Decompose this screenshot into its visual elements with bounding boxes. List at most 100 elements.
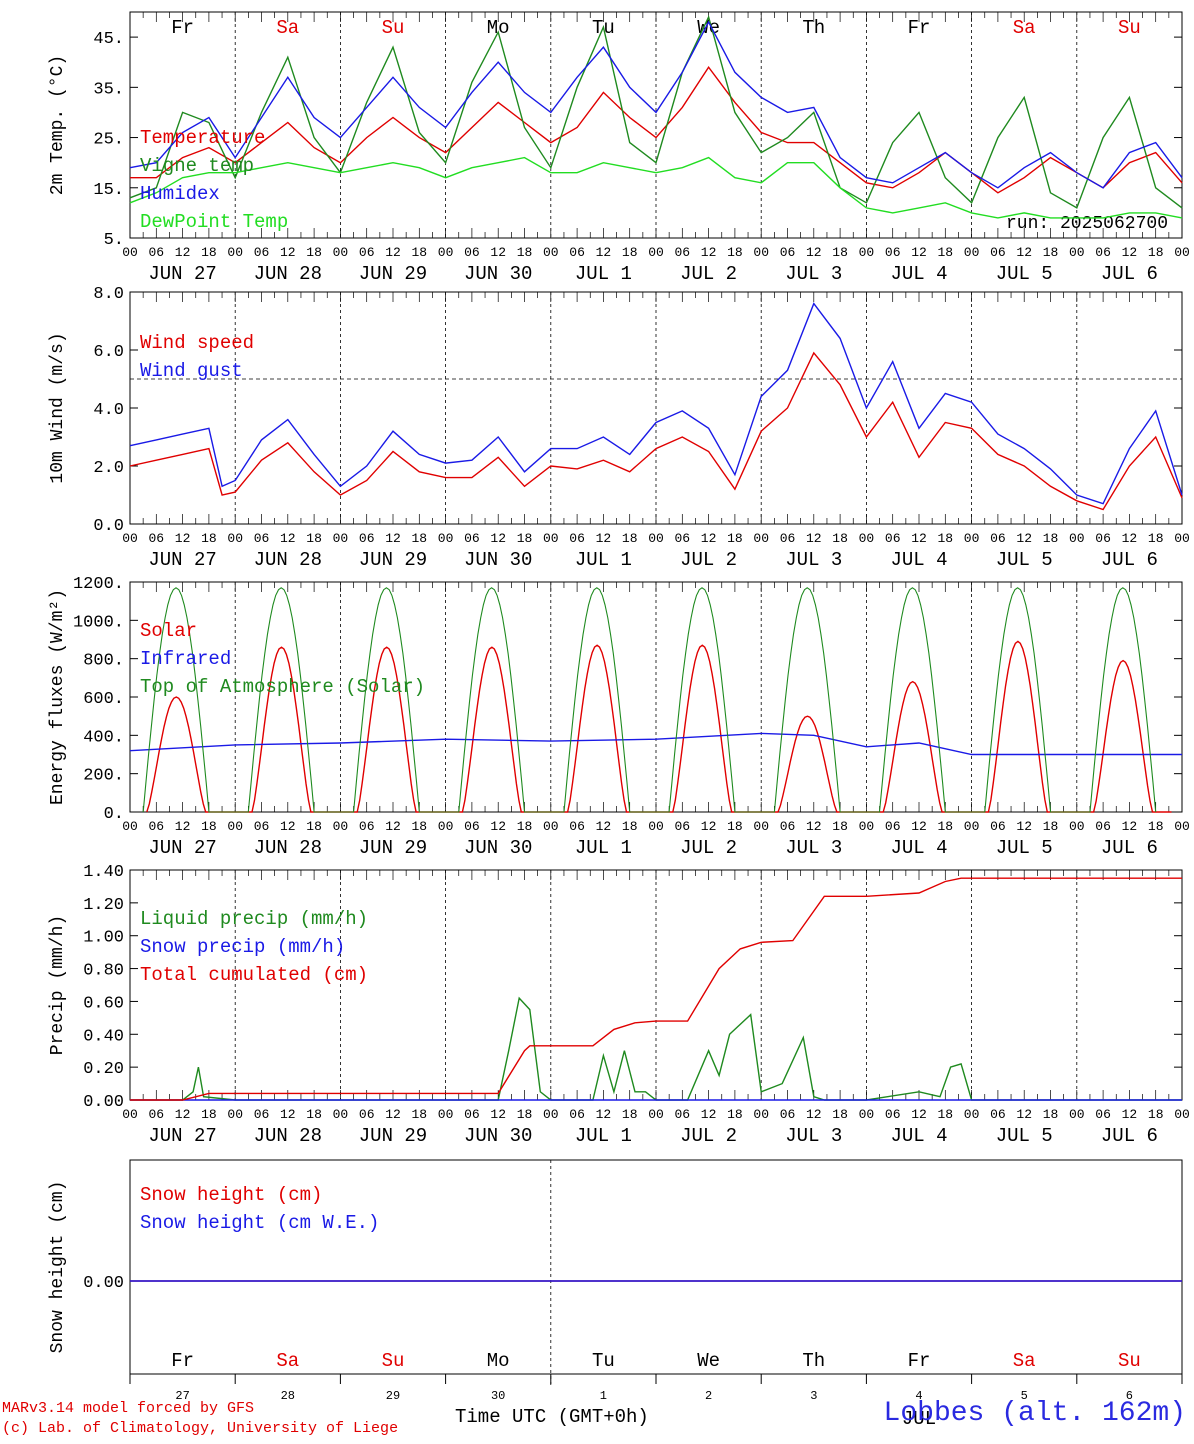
y-tick-label: 0.80 bbox=[83, 962, 124, 981]
hour-tick-label: 18 bbox=[937, 1107, 953, 1122]
hour-tick-label: 18 bbox=[306, 1107, 322, 1122]
hour-tick-label: 18 bbox=[1043, 245, 1059, 260]
date-label: JUL 1 bbox=[575, 263, 632, 285]
day-number-label: 2 bbox=[705, 1389, 712, 1403]
hour-tick-label: 00 bbox=[438, 531, 454, 546]
hour-tick-label: 06 bbox=[885, 531, 901, 546]
day-name-label: We bbox=[697, 17, 720, 39]
legend-entry: Snow precip (mm/h) bbox=[140, 936, 345, 958]
hour-tick-label: 06 bbox=[148, 819, 164, 834]
hour-tick-label: 12 bbox=[806, 531, 822, 546]
hour-tick-label: 12 bbox=[596, 245, 612, 260]
hour-tick-label: 12 bbox=[280, 819, 296, 834]
day-number-label: 28 bbox=[281, 1389, 295, 1403]
date-label: JUL 1 bbox=[575, 549, 632, 571]
hour-tick-label: 12 bbox=[701, 819, 717, 834]
y-tick-label: 1.20 bbox=[83, 896, 124, 915]
series-wind-gust bbox=[129, 302, 1183, 505]
hour-tick-label: 18 bbox=[937, 819, 953, 834]
date-label: JUN 30 bbox=[464, 263, 532, 285]
hour-tick-label: 12 bbox=[490, 819, 506, 834]
hour-tick-label: 18 bbox=[517, 819, 533, 834]
hour-tick-label: 06 bbox=[780, 819, 796, 834]
date-label: JUN 28 bbox=[254, 549, 322, 571]
date-label: JUL 4 bbox=[890, 1125, 947, 1147]
hour-tick-label: 06 bbox=[780, 1107, 796, 1122]
day-number-label: 30 bbox=[491, 1389, 505, 1403]
hour-tick-label: 18 bbox=[1043, 819, 1059, 834]
hour-tick-label: 18 bbox=[306, 245, 322, 260]
hour-tick-label: 18 bbox=[411, 245, 427, 260]
legend-entry: Top of Atmosphere (Solar) bbox=[140, 676, 425, 698]
hour-tick-label: 00 bbox=[964, 1107, 980, 1122]
hour-tick-label: 18 bbox=[832, 819, 848, 834]
legend-entry: Temperature bbox=[140, 127, 265, 149]
hour-tick-label: 00 bbox=[859, 245, 875, 260]
hour-tick-label: 12 bbox=[490, 1107, 506, 1122]
hour-tick-label: 12 bbox=[280, 1107, 296, 1122]
legend-entry: Humidex bbox=[140, 183, 220, 205]
day-name-label: Sa bbox=[1013, 17, 1036, 39]
series-liquid-precip-mm-h- bbox=[130, 996, 1182, 1101]
hour-tick-label: 06 bbox=[990, 245, 1006, 260]
hour-tick-label: 18 bbox=[517, 1107, 533, 1122]
hour-tick-label: 12 bbox=[911, 819, 927, 834]
date-label: JUL 6 bbox=[1101, 837, 1158, 859]
hour-tick-label: 18 bbox=[411, 1107, 427, 1122]
hour-tick-label: 12 bbox=[1122, 245, 1138, 260]
hour-tick-label: 12 bbox=[385, 531, 401, 546]
hour-tick-label: 00 bbox=[1174, 245, 1190, 260]
hour-tick-label: 12 bbox=[701, 1107, 717, 1122]
day-number-label: 4 bbox=[915, 1389, 922, 1403]
hour-tick-label: 18 bbox=[201, 1107, 217, 1122]
series-wind-speed bbox=[129, 351, 1183, 511]
hour-tick-label: 00 bbox=[227, 245, 243, 260]
hour-tick-label: 18 bbox=[411, 531, 427, 546]
hour-tick-label: 00 bbox=[438, 1107, 454, 1122]
hour-tick-label: 00 bbox=[648, 819, 664, 834]
legend-entry: Snow height (cm W.E.) bbox=[140, 1212, 379, 1234]
y-axis-label-3: Precip (mm/h) bbox=[48, 915, 68, 1055]
hour-tick-label: 18 bbox=[622, 1107, 638, 1122]
date-label: JUL 2 bbox=[680, 1125, 737, 1147]
hour-tick-label: 06 bbox=[359, 819, 375, 834]
hour-tick-label: 00 bbox=[1069, 531, 1085, 546]
hour-tick-label: 00 bbox=[122, 1107, 138, 1122]
hour-tick-label: 06 bbox=[885, 819, 901, 834]
hour-tick-label: 06 bbox=[569, 531, 585, 546]
legend-entry: Vigne temp bbox=[140, 155, 254, 177]
hour-tick-label: 06 bbox=[885, 245, 901, 260]
y-tick-label: 0.60 bbox=[83, 994, 124, 1013]
hour-tick-label: 00 bbox=[227, 531, 243, 546]
hour-tick-label: 06 bbox=[464, 245, 480, 260]
hour-tick-label: 00 bbox=[438, 245, 454, 260]
hour-tick-label: 06 bbox=[1095, 245, 1111, 260]
hour-tick-label: 06 bbox=[674, 819, 690, 834]
model-credit: MARv3.14 model forced by GFS bbox=[2, 1400, 255, 1417]
series-humidex bbox=[129, 20, 1183, 189]
y-tick-label: 5. bbox=[104, 231, 124, 250]
hour-tick-label: 00 bbox=[122, 245, 138, 260]
date-label: JUL 2 bbox=[680, 549, 737, 571]
hour-tick-label: 06 bbox=[254, 531, 270, 546]
hour-tick-label: 12 bbox=[1122, 819, 1138, 834]
day-name-label: Th bbox=[802, 17, 825, 39]
day-name-label: Fr bbox=[171, 17, 194, 39]
legend-entry: Wind gust bbox=[140, 360, 243, 382]
day-name-label: Fr bbox=[908, 17, 931, 39]
hour-tick-label: 18 bbox=[201, 819, 217, 834]
hour-tick-label: 12 bbox=[385, 819, 401, 834]
date-label: JUL 5 bbox=[996, 549, 1053, 571]
hour-tick-label: 12 bbox=[806, 1107, 822, 1122]
hour-tick-label: 06 bbox=[780, 531, 796, 546]
hour-tick-label: 00 bbox=[648, 531, 664, 546]
date-label: JUL 3 bbox=[785, 549, 842, 571]
hour-tick-label: 06 bbox=[359, 531, 375, 546]
hour-tick-label: 06 bbox=[1095, 819, 1111, 834]
day-name-label: Sa bbox=[276, 1350, 299, 1372]
date-label: JUL 6 bbox=[1101, 1125, 1158, 1147]
lab-credit: (c) Lab. of Climatology, University of L… bbox=[2, 1420, 399, 1437]
hour-tick-label: 18 bbox=[832, 1107, 848, 1122]
hour-tick-label: 00 bbox=[753, 245, 769, 260]
